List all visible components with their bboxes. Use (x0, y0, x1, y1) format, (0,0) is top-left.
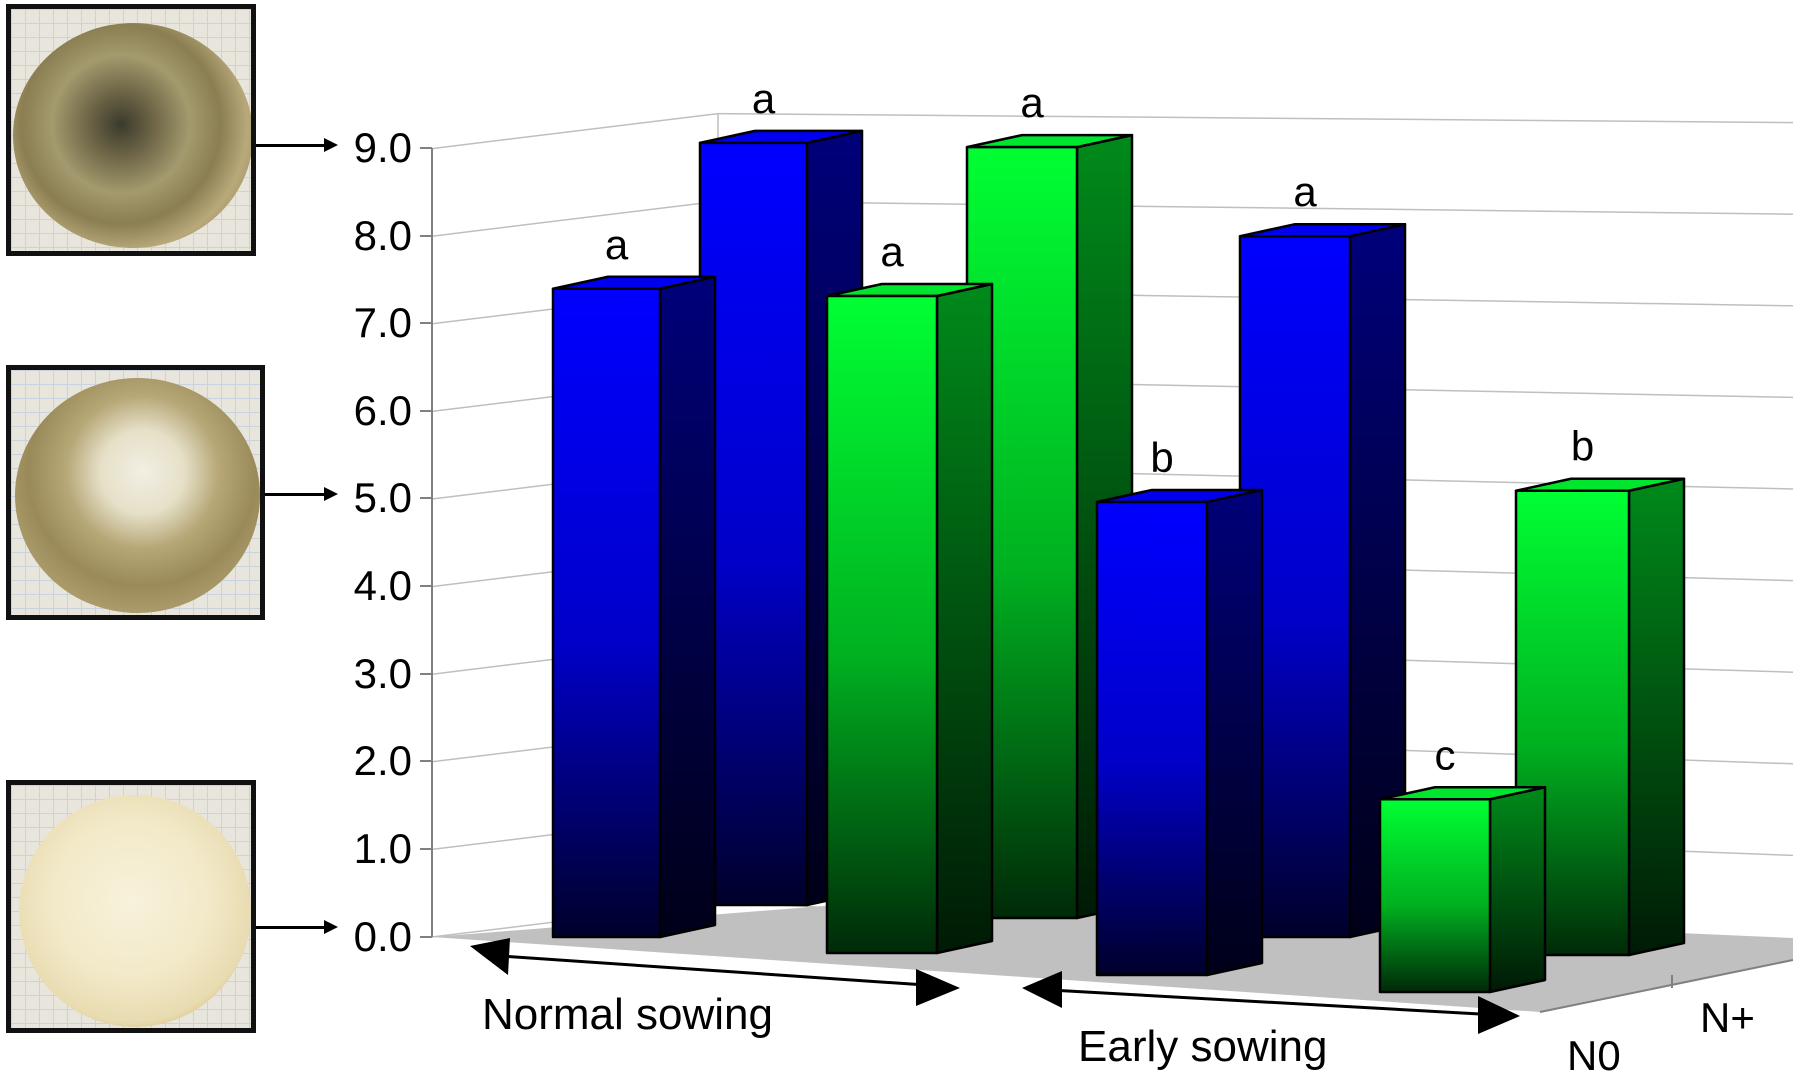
arrow-to-9-icon (256, 138, 338, 152)
bar: a (551, 221, 717, 939)
y-tick-label: 9.0 (354, 124, 412, 171)
y-tick-label: 6.0 (354, 387, 412, 434)
gridline-left (431, 200, 719, 237)
bar-side (1488, 786, 1547, 994)
bar: a (1238, 168, 1407, 939)
group-label-early-sowing: Early sowing (1078, 1022, 1327, 1071)
bar-letter-label: a (1020, 79, 1044, 126)
bar-letter-label: b (1150, 434, 1173, 481)
gridline-back (717, 200, 1793, 215)
y-tick-label: 2.0 (354, 737, 412, 784)
y-axis: 0.0 1.0 2.0 3.0 4.0 5.0 6.0 7.0 8.0 9.0 (354, 124, 432, 960)
y-tick-label: 7.0 (354, 299, 412, 346)
depth-label-nplus: N+ (1700, 994, 1755, 1041)
gridline-left (431, 112, 719, 150)
bar-letter-label: a (1293, 168, 1317, 215)
arrow-to-0-icon (256, 920, 338, 934)
y-tick-label: 8.0 (354, 212, 412, 259)
bar-letter-label: a (880, 228, 904, 275)
depth-axis-line (1539, 959, 1793, 1013)
y-tick-label: 4.0 (354, 562, 412, 609)
bar-letter-label: a (605, 221, 629, 268)
y-tick-label: 1.0 (354, 825, 412, 872)
root-photo-healthy (6, 780, 256, 1033)
root-photo-moderate (6, 365, 265, 620)
root-photo-severe (6, 4, 256, 256)
bar-front (1095, 500, 1209, 977)
bar-front (1378, 798, 1492, 994)
bar: a (825, 228, 994, 955)
normal-sowing-arrow-icon (470, 938, 960, 1006)
depth-label-n0: N0 (1567, 1032, 1621, 1075)
y-tick-label: 3.0 (354, 650, 412, 697)
bar: c (1378, 731, 1547, 994)
y-tick-label: 0.0 (354, 913, 412, 960)
bar-side (658, 275, 717, 939)
group-label-normal-sowing: Normal sowing (482, 990, 773, 1039)
bar-side (1627, 477, 1686, 957)
gridline-back (717, 112, 1793, 124)
y-tick-label: 5.0 (354, 474, 412, 521)
bar-side (1205, 488, 1264, 977)
bar-letter-label: b (1571, 423, 1594, 470)
bar-letter-label: a (752, 75, 776, 122)
bar-side (935, 282, 994, 955)
bar-letter-label: c (1435, 731, 1456, 778)
arrow-to-5-icon (265, 487, 338, 501)
early-sowing-arrow-icon (1022, 971, 1520, 1034)
bar: b (1095, 434, 1264, 977)
bars: a a a b a a b c (551, 75, 1686, 994)
bar-front (551, 287, 662, 939)
bar-front (825, 294, 939, 955)
